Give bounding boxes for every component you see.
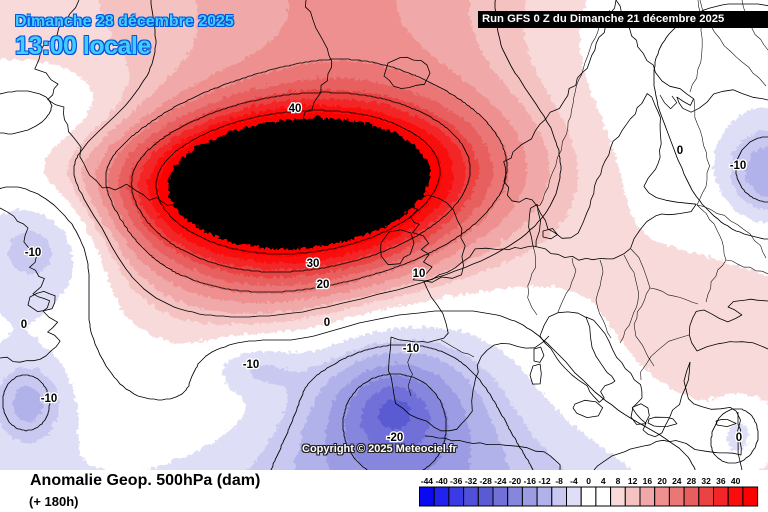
svg-text:-20: -20: [387, 432, 404, 444]
svg-text:-20: -20: [387, 432, 404, 444]
svg-text:32: 32: [701, 476, 711, 486]
svg-text:-10: -10: [41, 393, 58, 405]
svg-text:10: 10: [413, 268, 426, 280]
svg-text:8: 8: [616, 476, 621, 486]
svg-text:20: 20: [317, 279, 330, 291]
svg-text:-10: -10: [403, 343, 420, 355]
svg-text:0: 0: [21, 319, 27, 331]
svg-text:-10: -10: [243, 359, 260, 371]
svg-text:-10: -10: [41, 393, 58, 405]
svg-text:-8: -8: [555, 476, 563, 486]
svg-text:0: 0: [21, 319, 27, 331]
svg-text:-20: -20: [509, 476, 522, 486]
svg-text:0: 0: [586, 476, 591, 486]
svg-text:-10: -10: [25, 247, 42, 259]
svg-text:10: 10: [413, 268, 426, 280]
svg-text:20: 20: [317, 279, 330, 291]
svg-text:-40: -40: [435, 476, 448, 486]
svg-text:0: 0: [677, 145, 683, 157]
svg-text:40: 40: [289, 103, 302, 115]
svg-text:20: 20: [657, 476, 667, 486]
svg-text:-10: -10: [730, 160, 747, 172]
svg-text:-24: -24: [494, 476, 507, 486]
svg-text:-44: -44: [421, 476, 434, 486]
svg-text:12: 12: [628, 476, 638, 486]
svg-text:-12: -12: [538, 476, 551, 486]
svg-text:0: 0: [677, 145, 683, 157]
svg-text:36: 36: [716, 476, 726, 486]
svg-text:0: 0: [324, 317, 330, 329]
svg-text:-28: -28: [480, 476, 493, 486]
svg-text:-36: -36: [450, 476, 463, 486]
svg-text:30: 30: [307, 258, 320, 270]
svg-text:4: 4: [601, 476, 606, 486]
svg-text:-10: -10: [403, 343, 420, 355]
svg-text:-10: -10: [243, 359, 260, 371]
svg-text:40: 40: [731, 476, 741, 486]
svg-text:-32: -32: [465, 476, 478, 486]
svg-text:0: 0: [736, 432, 742, 444]
svg-text:16: 16: [643, 476, 653, 486]
svg-text:-10: -10: [25, 247, 42, 259]
svg-text:0: 0: [324, 317, 330, 329]
svg-text:-16: -16: [524, 476, 537, 486]
svg-text:-4: -4: [570, 476, 578, 486]
svg-text:30: 30: [307, 258, 320, 270]
svg-text:24: 24: [672, 476, 682, 486]
svg-text:40: 40: [289, 103, 302, 115]
svg-text:0: 0: [736, 432, 742, 444]
svg-text:-10: -10: [730, 160, 747, 172]
svg-text:28: 28: [687, 476, 697, 486]
